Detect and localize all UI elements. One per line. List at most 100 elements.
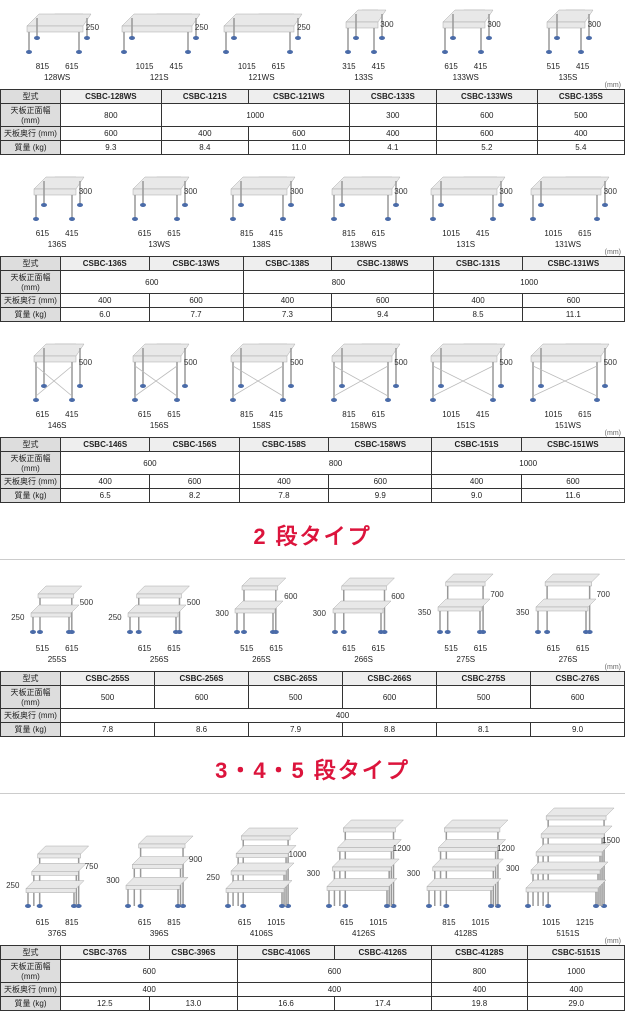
product-iso — [26, 171, 88, 223]
width-cell: 600 — [61, 960, 238, 983]
model-cell: CSBC-256S — [155, 672, 249, 686]
product-step-iso — [229, 572, 293, 638]
width-cell: 500 — [61, 686, 155, 709]
dim-width: 815 615 — [342, 409, 385, 420]
product-cell: 1200300815 10154128S — [415, 814, 517, 938]
dim-height: 500 — [604, 358, 617, 367]
mass-cell: 7.9 — [249, 723, 343, 737]
dim-width: 615 815 — [36, 917, 79, 928]
product-cell: 300615 415133WS — [415, 4, 517, 82]
model-cell: CSBC-13WS — [149, 257, 243, 271]
product-cell: 500815 415158S — [210, 338, 312, 430]
dim-width: 615 1015 — [238, 917, 285, 928]
row-header: 質量 (kg) — [1, 723, 61, 737]
dim-height: 500 — [290, 358, 303, 367]
dim-width: 1015 415 — [442, 228, 489, 239]
product-iso — [523, 338, 613, 404]
dim-height: 300 — [184, 187, 197, 196]
product-cell: 500615 415146S — [6, 338, 108, 430]
model-cell: CSBC-158S — [239, 438, 328, 452]
product-cell: 500815 615158WS — [313, 338, 415, 430]
row-header: 天板奥行 (mm) — [1, 983, 61, 997]
dim-width: 1015 415 — [442, 409, 489, 420]
depth-cell: 600 — [248, 127, 349, 141]
depth-cell: 400 — [238, 983, 431, 997]
dim-width: 1015 1215 — [542, 917, 594, 928]
depth-cell: 400 — [537, 127, 624, 141]
dim-step: 350 — [516, 608, 529, 617]
product-step-iso — [25, 580, 89, 638]
product-label: 4128S — [454, 929, 477, 938]
unit-label: (mm) — [0, 249, 625, 256]
dim-step: 300 — [313, 609, 326, 618]
unit-label: (mm) — [0, 82, 625, 89]
product-label: 146S — [48, 421, 67, 430]
dim-height: 250 — [297, 23, 310, 32]
product-cell: 5001015 415151S — [415, 338, 517, 430]
mass-cell: 7.7 — [149, 308, 243, 322]
product-iso — [19, 8, 95, 56]
dim-width: 1015 415 — [136, 61, 183, 72]
product-cell: 250815 615128WS — [6, 8, 108, 82]
dim-height: 250 — [195, 23, 208, 32]
row-header: 型式 — [1, 438, 61, 452]
dim-width: 615 415 — [36, 228, 79, 239]
depth-cell: 600 — [149, 294, 243, 308]
product-cell: 500615 615156S — [108, 338, 210, 430]
depth-cell: 400 — [349, 127, 436, 141]
dim-height: 700 — [490, 590, 503, 599]
row-header: 天板正面幅 (mm) — [1, 271, 61, 294]
dim-step: 300 — [215, 609, 228, 618]
mass-cell: 17.4 — [334, 997, 431, 1011]
product-label: 121S — [150, 73, 169, 82]
depth-cell: 400 — [431, 983, 528, 997]
product-cell: 1000250615 10154106S — [210, 822, 312, 938]
product-cell: 500250515 615255S — [6, 580, 108, 664]
mass-cell: 7.8 — [239, 489, 328, 503]
dim-step: 250 — [6, 881, 19, 890]
row-header: 天板奥行 (mm) — [1, 709, 61, 723]
product-label: 156S — [150, 421, 169, 430]
depth-cell: 600 — [150, 475, 239, 489]
mass-cell: 7.8 — [61, 723, 155, 737]
product-label: 13WS — [148, 240, 170, 249]
dim-width: 615 815 — [138, 917, 181, 928]
product-label: 5151S — [556, 929, 579, 938]
product-step-iso — [321, 814, 407, 912]
product-iso — [125, 338, 193, 404]
width-cell: 1000 — [161, 104, 349, 127]
product-cell: 300815 415138S — [210, 171, 312, 249]
dim-width: 1015 615 — [544, 228, 591, 239]
model-cell: CSBC-4128S — [431, 946, 528, 960]
product-label: 131S — [456, 240, 475, 249]
model-cell: CSBC-133WS — [436, 90, 537, 104]
dim-height: 300 — [79, 187, 92, 196]
product-row: 250815 615128WS2501015 415121S2501015 61… — [0, 0, 625, 82]
dim-width: 815 1015 — [442, 917, 489, 928]
width-cell: 600 — [343, 686, 437, 709]
depth-cell: 600 — [522, 294, 624, 308]
mass-cell: 19.8 — [431, 997, 528, 1011]
width-cell: 800 — [243, 271, 434, 294]
mass-cell: 7.3 — [243, 308, 332, 322]
dim-height: 500 — [187, 598, 200, 607]
model-cell: CSBC-146S — [61, 438, 150, 452]
spec-table: 型式CSBC-255SCSBC-256SCSBC-265SCSBC-266SCS… — [0, 671, 625, 737]
product-row: 300615 415136S300615 61513WS300815 41513… — [0, 167, 625, 249]
product-label: 276S — [559, 655, 578, 664]
width-cell: 800 — [239, 452, 432, 475]
row-header: 天板正面幅 (mm) — [1, 104, 61, 127]
mass-cell: 11.1 — [522, 308, 624, 322]
product-label: 275S — [456, 655, 475, 664]
dim-height: 300 — [290, 187, 303, 196]
model-cell: CSBC-265S — [249, 672, 343, 686]
depth-cell: 600 — [436, 127, 537, 141]
product-cell: 600300515 615265S — [210, 572, 312, 664]
dim-width: 615 615 — [138, 228, 181, 239]
mass-cell: 8.4 — [161, 141, 248, 155]
unit-label: (mm) — [0, 430, 625, 437]
dim-height: 750 — [85, 862, 98, 871]
row-header: 質量 (kg) — [1, 141, 61, 155]
depth-cell: 400 — [432, 475, 521, 489]
product-label: 265S — [252, 655, 271, 664]
